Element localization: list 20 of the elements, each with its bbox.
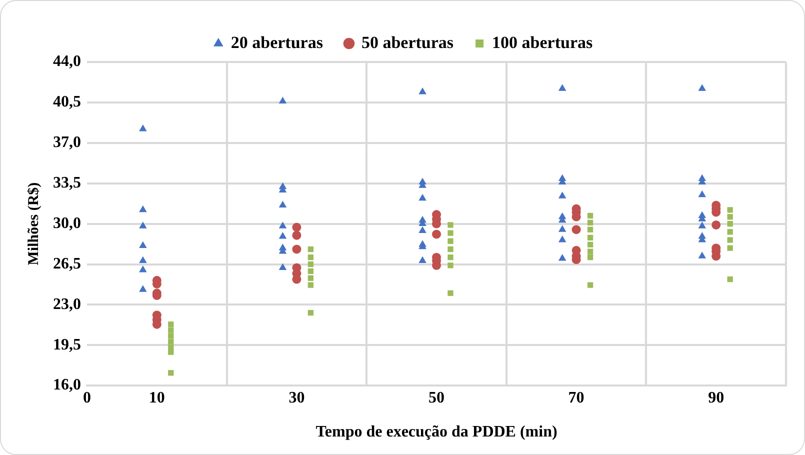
x-tick-label: 50	[428, 389, 444, 406]
x-tick-label: 0	[83, 389, 91, 406]
y-tick-label: 19,5	[53, 336, 81, 354]
y-tick-label: 16,0	[53, 376, 81, 394]
x-tick-label: 30	[288, 389, 305, 406]
x-axis-title: Tempo de execução da PDDE (min)	[316, 424, 558, 441]
y-tick-label: 26,5	[53, 255, 81, 272]
legend-label: 50 aberturas	[361, 32, 454, 52]
x-tick-label: 90	[708, 389, 724, 406]
y-tick-label: 23,0	[53, 296, 81, 313]
y-tick-label: 30,0	[53, 214, 81, 232]
y-axis-title: Milhões (R$)	[26, 182, 42, 266]
legend-label: 100 aberturas	[492, 32, 593, 52]
y-tick-label: 33,5	[53, 174, 81, 192]
y-tick-label: 44,0	[53, 53, 81, 70]
legend-label: 20 aberturas	[230, 32, 324, 52]
x-tick-label: 10	[148, 389, 165, 406]
x-tick-label: 70	[568, 389, 584, 406]
y-tick-label: 37,0	[53, 134, 81, 152]
y-tick-label: 40,5	[53, 94, 81, 111]
